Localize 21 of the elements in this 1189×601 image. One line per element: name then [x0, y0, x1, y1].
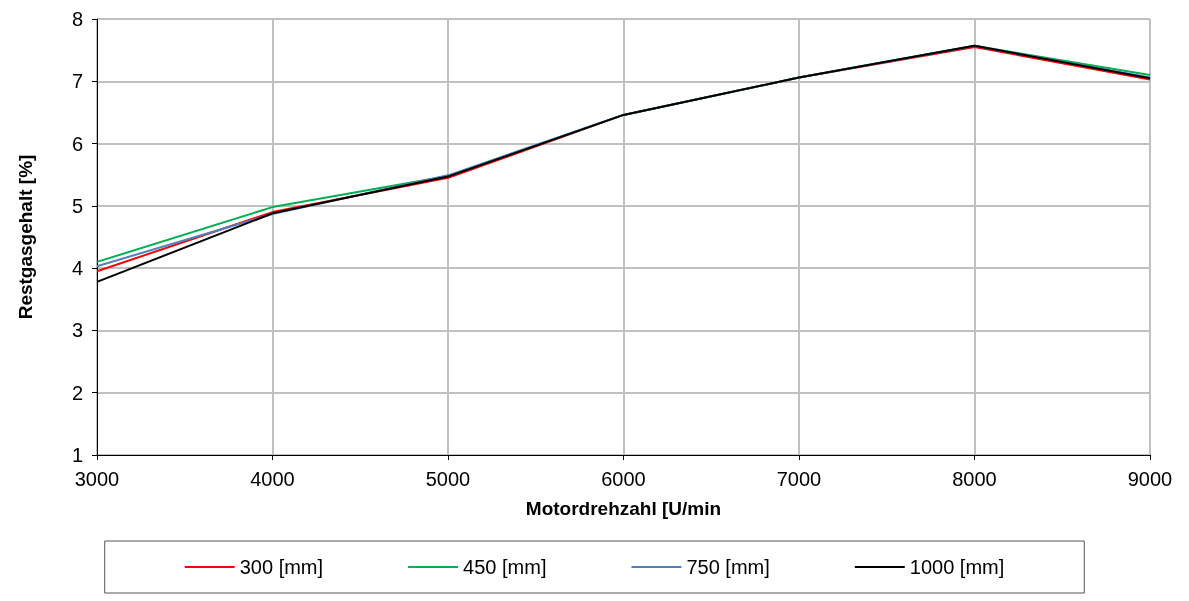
- y-tick-label: 5: [71, 194, 83, 217]
- x-tick-label: 8000: [952, 468, 997, 490]
- x-tick-label: 7000: [776, 468, 822, 490]
- legend-label: 300 [mm]: [239, 556, 324, 578]
- y-tick-label: 4: [71, 257, 83, 280]
- y-tick-label: 7: [71, 70, 83, 93]
- y-axis-title: Restgasgehalt [%]: [15, 154, 36, 320]
- legend-label: 450 [mm]: [463, 556, 547, 578]
- y-tick-label: 3: [71, 319, 83, 342]
- y-tick-label: 6: [71, 132, 83, 155]
- x-tick-label: 4000: [250, 468, 295, 490]
- y-tick-label: 1: [71, 444, 83, 466]
- legend-label: 750 [mm]: [686, 556, 770, 578]
- x-tick-label: 3000: [74, 468, 120, 490]
- x-tick-label: 5000: [425, 468, 471, 490]
- y-tick-label: 8: [71, 8, 83, 30]
- x-tick-label: 9000: [1127, 468, 1173, 490]
- legend-label: 1000 [mm]: [909, 556, 1005, 578]
- y-tick-label: 2: [71, 381, 83, 404]
- x-axis-title: Motordrehzahl [U/min: [525, 498, 722, 519]
- x-tick-label: 6000: [601, 468, 646, 490]
